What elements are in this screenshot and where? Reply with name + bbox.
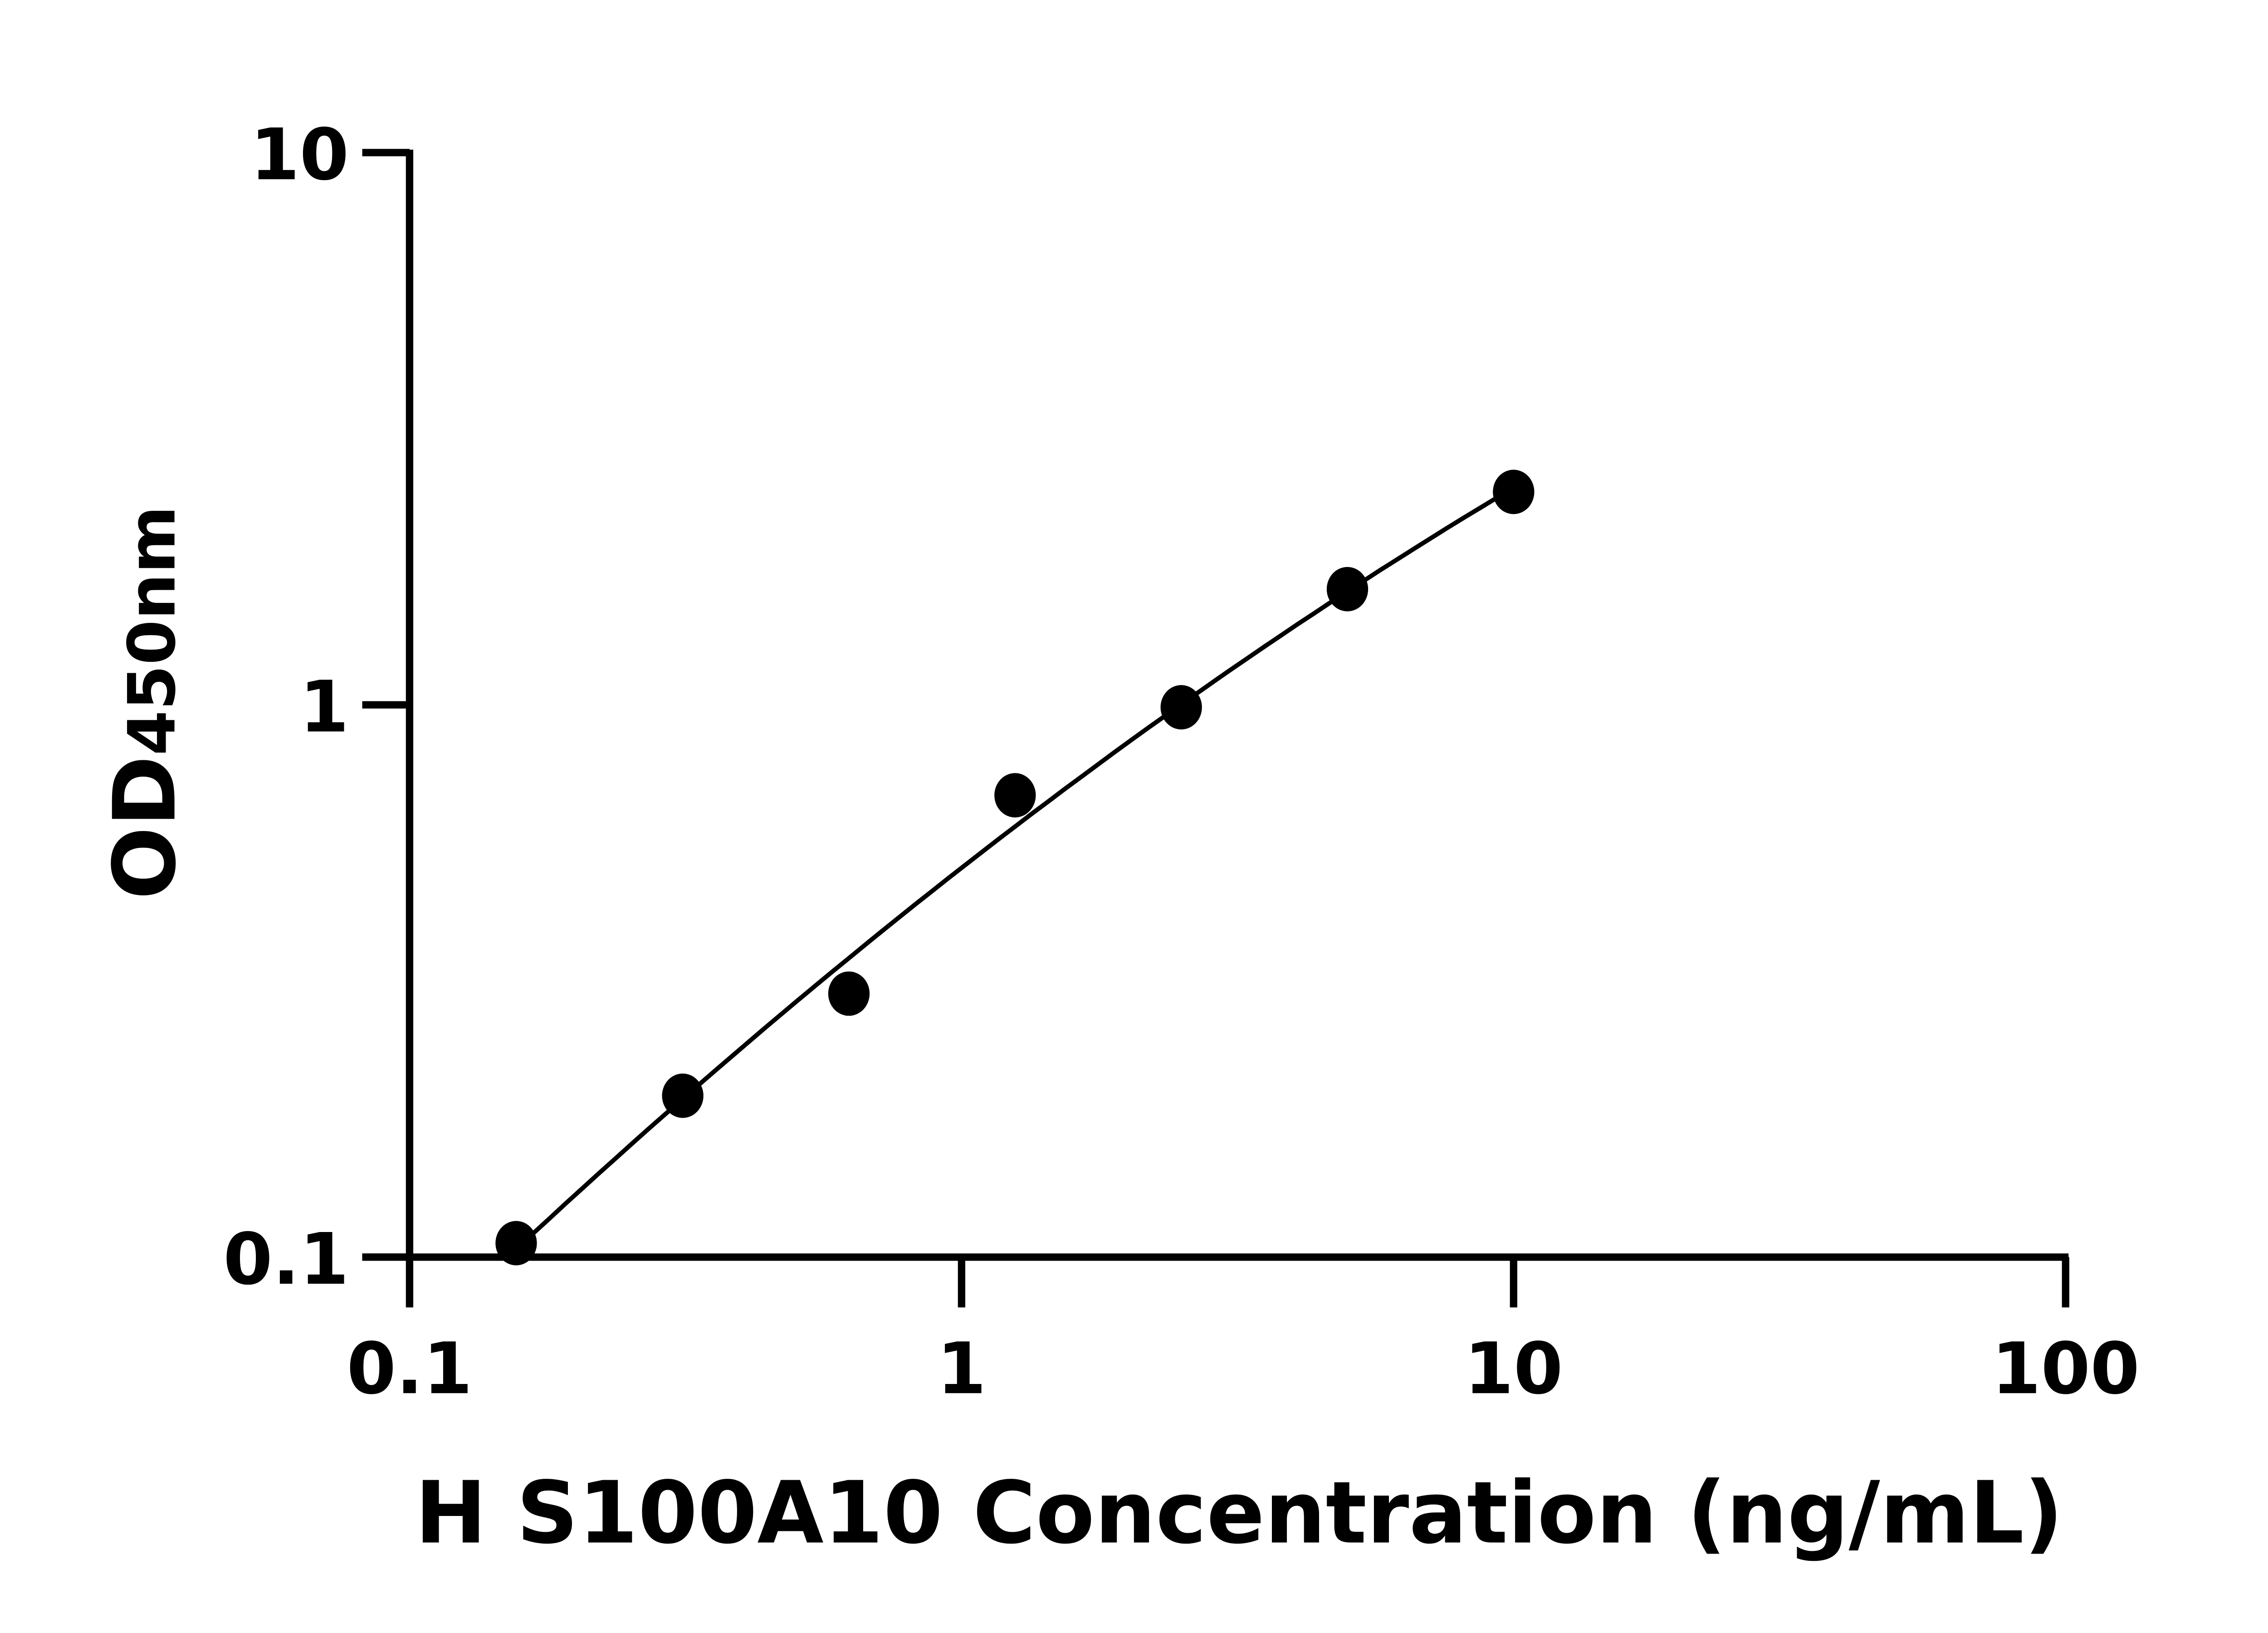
y-tick-label: 0.1 [223,1218,349,1301]
y-ticks: 0.1 1 10 [223,113,410,1301]
y-axis-label-main: OD [95,756,195,900]
x-tick-label: 0.1 [347,1327,472,1410]
data-point [994,773,1036,818]
data-point [828,971,870,1016]
data-point [1493,469,1535,514]
x-tick-label: 10 [1464,1327,1563,1410]
data-point [1326,567,1369,611]
x-tick-label: 1 [937,1327,986,1410]
y-tick-label: 10 [250,113,349,196]
y-tick-label: 1 [299,666,349,748]
data-point [1160,685,1202,730]
y-axis-label: OD450nm [95,506,195,900]
x-tick-label: 100 [1991,1327,2140,1410]
x-ticks: 0.1 1 10 100 [347,1257,2140,1410]
x-axis-label: H S100A10 Concentration (ng/mL) [415,1463,2063,1563]
y-axis-label-sub: 450nm [114,506,190,756]
data-point [662,1073,704,1118]
data-points [495,469,1535,1266]
